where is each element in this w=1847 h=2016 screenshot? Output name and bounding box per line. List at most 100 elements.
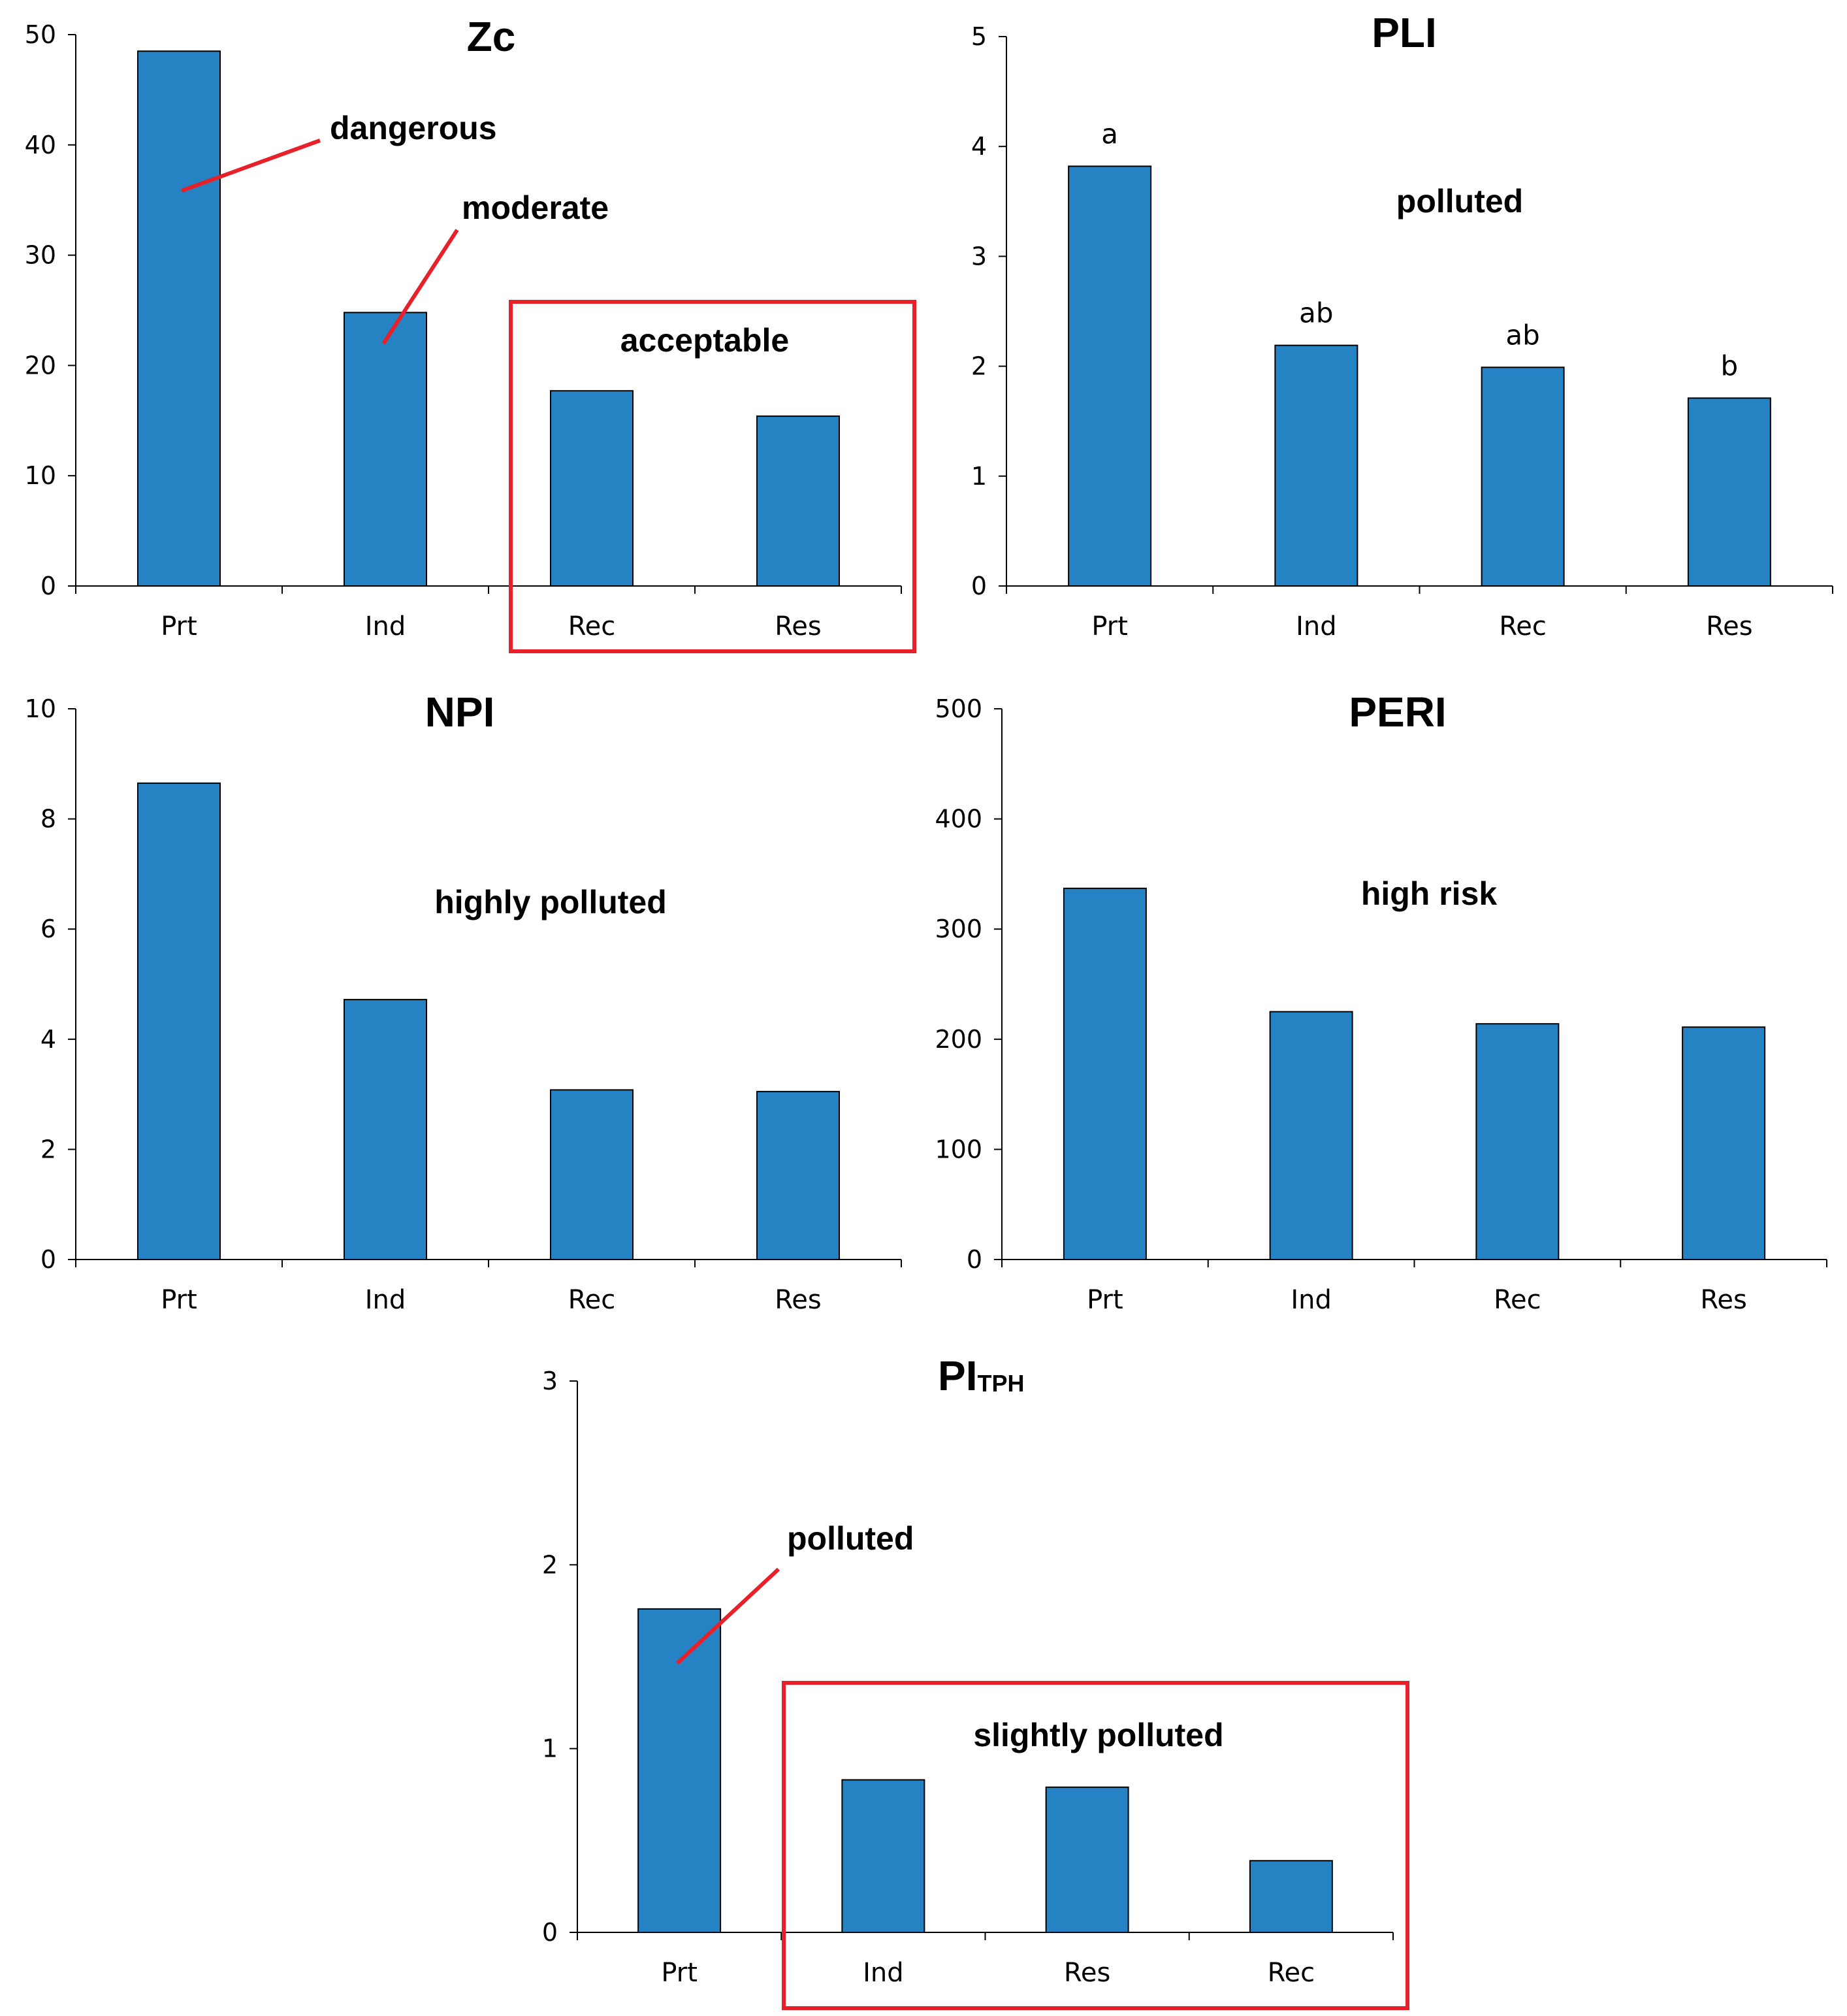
- chart-peri: 0 100 200 300 400 500 Prt Ind Rec Res PERI high …: [935, 689, 1827, 1315]
- y-tick-label: 1: [542, 1734, 558, 1763]
- annotation-moderate: moderate: [462, 189, 609, 226]
- bar-rec: [1481, 366, 1565, 587]
- y-tick-label: 300: [935, 915, 982, 943]
- bar-prt: [1068, 165, 1152, 587]
- bar-rec: [550, 1089, 634, 1260]
- chart-title-zc: Zc: [467, 13, 516, 60]
- bars-pli: [1068, 165, 1771, 587]
- category-label: Ind: [365, 611, 406, 642]
- chart-title-pli: PLI: [1372, 9, 1437, 56]
- category-label: Prt: [661, 1958, 698, 1988]
- bars-zc: [137, 50, 840, 587]
- y-axis-pi-tph: 0 1 2 3: [542, 1367, 578, 1947]
- y-tick-label: 1: [971, 462, 987, 491]
- x-axis-pi-tph: Prt Ind Res Rec: [577, 1932, 1394, 1988]
- y-tick-label: 0: [40, 1245, 56, 1274]
- chart-title-peri: PERI: [1349, 689, 1446, 736]
- annotation-highly-polluted: highly polluted: [434, 884, 667, 920]
- category-label: Prt: [1091, 611, 1128, 642]
- bar-res: [756, 1090, 840, 1260]
- category-label: Res: [775, 1285, 821, 1315]
- y-tick-label: 20: [25, 351, 56, 380]
- y-tick-label: 0: [971, 572, 987, 600]
- category-label: Prt: [1087, 1285, 1123, 1315]
- y-tick-label: 200: [935, 1025, 982, 1054]
- y-tick-label: 40: [25, 131, 56, 159]
- category-label: Res: [1700, 1285, 1746, 1315]
- y-tick-label: 3: [542, 1367, 558, 1395]
- y-axis-pli: 0 1 2 3 4 5: [971, 22, 1007, 600]
- category-label: Ind: [863, 1958, 904, 1988]
- y-tick-label: 2: [542, 1550, 558, 1579]
- category-label: Ind: [365, 1285, 406, 1315]
- chart-pi-tph: 0 1 2 3 Prt Ind Res Rec PITPH polluted slightl…: [542, 1352, 1409, 2010]
- category-label: Res: [775, 611, 821, 642]
- y-tick-label: 4: [971, 132, 987, 161]
- y-tick-label: 0: [967, 1245, 982, 1274]
- chart-zc: 0 10 20 30 40 50 Prt Ind Rec Res Zc dangerous mo…: [25, 13, 916, 653]
- bar-rec: [1249, 1860, 1333, 1934]
- highlight-box-slightly-polluted: [782, 1681, 1409, 2010]
- y-tick-label: 8: [40, 805, 56, 834]
- category-label: Rec: [1268, 1958, 1315, 1988]
- bar-res: [1687, 397, 1771, 587]
- category-label: Ind: [1291, 1285, 1332, 1315]
- bars-pi-tph: [637, 1608, 1333, 1934]
- y-tick-label: 10: [25, 461, 56, 490]
- y-tick-label: 4: [40, 1025, 56, 1054]
- x-axis-zc: Prt Ind Rec Res: [75, 585, 902, 642]
- y-tick-label: 6: [40, 915, 56, 943]
- y-tick-label: 2: [40, 1135, 56, 1163]
- category-label: Rec: [1494, 1285, 1541, 1315]
- category-label: Prt: [161, 1285, 197, 1315]
- y-axis-npi: 0 2 4 6 8 10: [25, 694, 76, 1274]
- significance-letter: ab: [1299, 297, 1333, 329]
- x-axis-peri: Prt Ind Rec Res: [1001, 1259, 1827, 1315]
- annotation-high-risk: high risk: [1361, 875, 1498, 912]
- y-tick-label: 50: [25, 20, 56, 49]
- y-axis-peri: 0 100 200 300 400 500: [935, 694, 1003, 1274]
- y-tick-label: 5: [971, 22, 987, 51]
- bars-peri: [1063, 887, 1766, 1261]
- y-tick-label: 0: [40, 572, 56, 600]
- annotation-acceptable: acceptable: [620, 322, 789, 359]
- category-label: Res: [1064, 1958, 1110, 1988]
- y-axis-zc: 0 10 20 30 40 50: [25, 20, 76, 600]
- x-axis-npi: Prt Ind Rec Res: [75, 1259, 902, 1315]
- bar-res: [1045, 1786, 1129, 1933]
- leader-line-moderate: [381, 229, 459, 345]
- bar-ind: [344, 999, 427, 1260]
- significance-letters-pli: a ab ab b: [1101, 118, 1738, 382]
- bar-rec: [1475, 1023, 1560, 1261]
- y-tick-label: 500: [935, 694, 982, 723]
- y-tick-label: 30: [25, 241, 56, 270]
- highlight-box-acceptable: [509, 300, 916, 653]
- chart-title-pi-main: PI: [938, 1352, 977, 1399]
- bar-res: [1682, 1026, 1766, 1261]
- bar-ind: [1274, 344, 1358, 587]
- annotation-polluted-pli: polluted: [1396, 183, 1523, 219]
- chart-pli: 0 1 2 3 4 5 Prt Ind Rec Res a ab ab b PLI polluted: [971, 9, 1833, 642]
- y-tick-label: 2: [971, 352, 987, 381]
- bar-prt: [137, 50, 221, 587]
- chart-npi: 0 2 4 6 8 10 Prt Ind Rec Res NPI highly polluted: [25, 689, 902, 1315]
- bar-res: [756, 415, 840, 587]
- y-tick-label: 400: [935, 805, 982, 834]
- leader-line-dangerous: [180, 138, 321, 193]
- category-label: Ind: [1296, 611, 1337, 642]
- y-tick-label: 3: [971, 242, 987, 270]
- annotation-dangerous: dangerous: [330, 110, 497, 146]
- bar-prt: [1063, 887, 1147, 1260]
- bar-ind: [344, 312, 427, 587]
- annotation-polluted-pi: polluted: [787, 1520, 914, 1557]
- bar-ind: [1269, 1011, 1353, 1261]
- category-label: Res: [1706, 611, 1752, 642]
- category-label: Rec: [1499, 611, 1547, 642]
- category-label: Prt: [161, 611, 197, 642]
- bar-prt: [137, 782, 221, 1261]
- bar-ind: [841, 1779, 925, 1934]
- bars-npi: [137, 782, 840, 1261]
- y-tick-label: 10: [25, 694, 56, 723]
- significance-letter: a: [1101, 118, 1118, 150]
